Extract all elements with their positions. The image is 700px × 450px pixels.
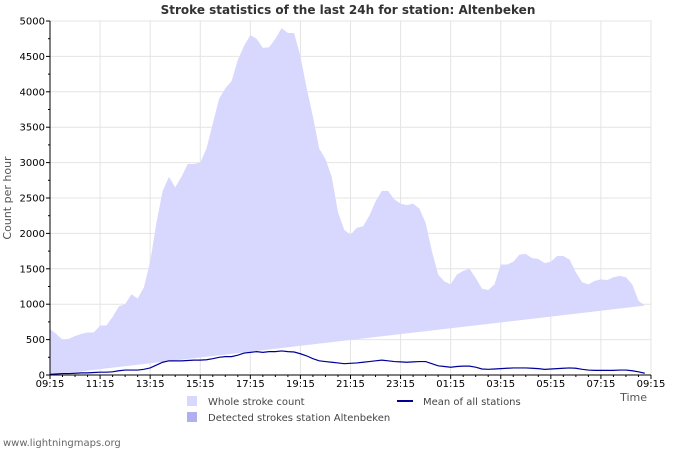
- legend-label-detected: Detected strokes station Altenbeken: [208, 413, 390, 424]
- y-tick-label: 3000: [20, 158, 45, 169]
- x-tick-label: 05:15: [536, 379, 565, 390]
- legend-label-mean: Mean of all stations: [423, 397, 521, 408]
- legend: Whole stroke count Detected strokes stat…: [187, 396, 521, 424]
- y-axis-label: Count per hour: [1, 156, 14, 240]
- x-tick-label: 21:15: [336, 379, 365, 390]
- x-tick-label: 03:15: [486, 379, 515, 390]
- y-tick-label: 1000: [20, 300, 45, 311]
- y-tick-label: 4000: [20, 87, 45, 98]
- x-axis-label: Time: [619, 391, 647, 404]
- x-tick-label: 07:15: [587, 379, 616, 390]
- y-tick-label: 4500: [20, 52, 45, 63]
- y-tick-label: 3500: [20, 123, 45, 134]
- y-tick-label: 1500: [20, 264, 45, 275]
- x-tick-label: 23:15: [386, 379, 415, 390]
- x-tick-label: 13:15: [136, 379, 165, 390]
- x-tick-label: 19:15: [286, 379, 315, 390]
- series-line-mean-all-stations: [49, 350, 645, 375]
- x-tick-label: 17:15: [236, 379, 265, 390]
- x-tick-label: 01:15: [436, 379, 465, 390]
- y-tick-label: 2000: [20, 229, 45, 240]
- footer-credit[interactable]: www.lightningmaps.org: [3, 438, 121, 449]
- y-tick-label: 500: [26, 335, 45, 346]
- x-tick-label: 11:15: [86, 379, 115, 390]
- x-tick-label: 09:15: [36, 379, 65, 390]
- legend-swatch-detected: [187, 412, 197, 422]
- legend-swatch-whole: [187, 396, 197, 406]
- y-tick-label: 0: [39, 371, 45, 382]
- x-tick-label: 09:15: [637, 379, 666, 390]
- series-area-whole-stroke-count: [50, 28, 645, 376]
- plot-area: [49, 28, 645, 376]
- y-tick-label: 2500: [20, 194, 45, 205]
- axes: 0 500 1000 1500 2000 2500 3000 3500 4000 4500 5000…: [20, 17, 666, 391]
- x-tick-label: 15:15: [186, 379, 215, 390]
- chart-title: Stroke statistics of the last 24h for st…: [161, 3, 536, 17]
- legend-label-whole: Whole stroke count: [208, 397, 305, 408]
- y-tick-label: 5000: [20, 17, 45, 28]
